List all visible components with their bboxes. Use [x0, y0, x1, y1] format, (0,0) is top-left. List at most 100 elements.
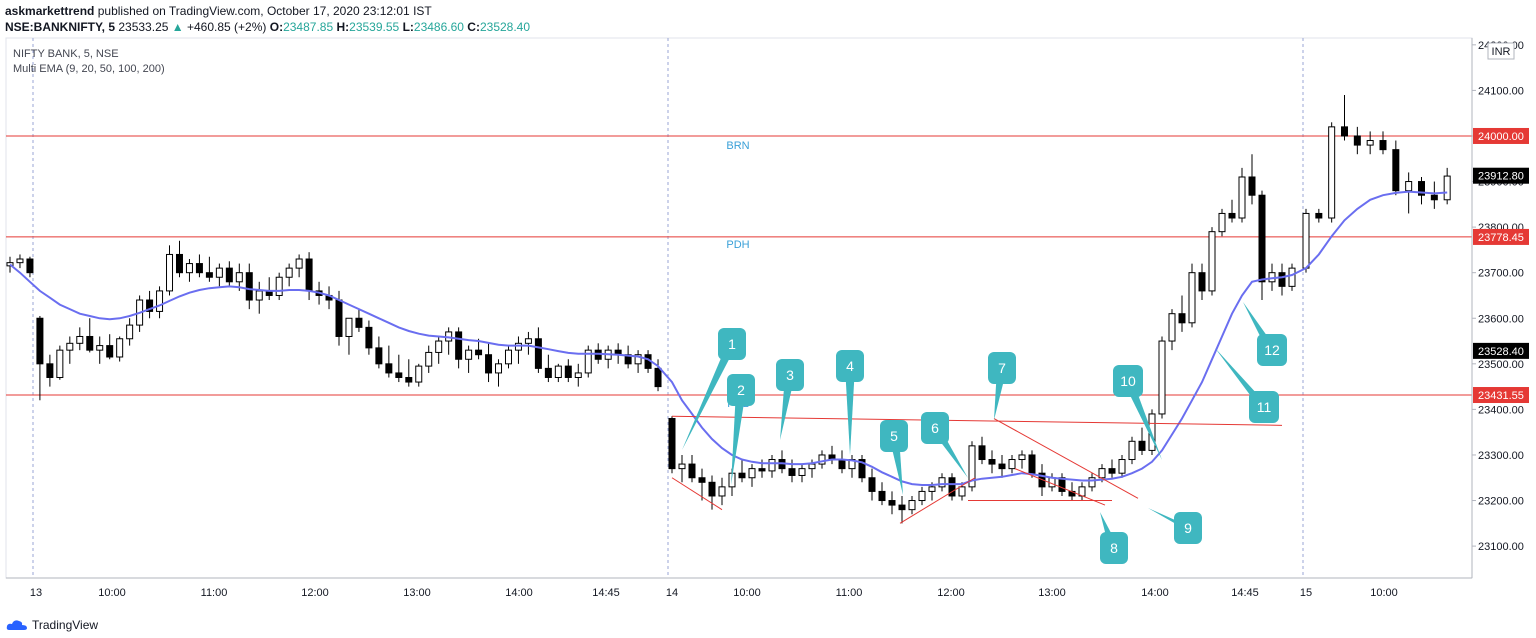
- candle-body[interactable]: [1341, 126, 1348, 137]
- candle-body[interactable]: [1379, 140, 1387, 151]
- candle-body[interactable]: [495, 363, 503, 374]
- candle-body[interactable]: [106, 345, 114, 358]
- candle-body[interactable]: [96, 345, 104, 351]
- candle-body[interactable]: [66, 342, 74, 351]
- callout-box[interactable]: [921, 412, 949, 444]
- candle-body[interactable]: [668, 418, 676, 470]
- callout-box[interactable]: [988, 352, 1016, 384]
- candle-body[interactable]: [634, 354, 642, 365]
- candle-body[interactable]: [928, 486, 936, 492]
- candle-body[interactable]: [1018, 454, 1026, 461]
- candle-body[interactable]: [678, 463, 686, 470]
- candle-body[interactable]: [305, 258, 313, 292]
- candle-body[interactable]: [938, 477, 946, 488]
- candle-body[interactable]: [126, 324, 134, 340]
- candle-body[interactable]: [1258, 194, 1266, 283]
- candle-body[interactable]: [514, 342, 522, 351]
- candle-body[interactable]: [46, 363, 54, 378]
- candle-body[interactable]: [688, 463, 696, 479]
- candle-body[interactable]: [16, 258, 24, 264]
- trendline[interactable]: [993, 418, 1139, 499]
- candle-body[interactable]: [768, 459, 776, 472]
- candle-body[interactable]: [808, 463, 816, 470]
- candle-body[interactable]: [698, 477, 706, 483]
- candle-body[interactable]: [1430, 194, 1438, 201]
- candle-body[interactable]: [1138, 440, 1146, 451]
- candle-body[interactable]: [948, 477, 956, 497]
- candle-body[interactable]: [654, 367, 662, 388]
- candle-body[interactable]: [1128, 440, 1136, 461]
- candle-body[interactable]: [225, 267, 233, 283]
- candle-body[interactable]: [1088, 477, 1096, 488]
- candle-body[interactable]: [1238, 176, 1246, 219]
- candle-body[interactable]: [255, 290, 263, 301]
- candle-body[interactable]: [1228, 212, 1236, 219]
- candle-body[interactable]: [1198, 272, 1206, 292]
- candle-body[interactable]: [1188, 272, 1196, 324]
- candle-body[interactable]: [554, 365, 562, 378]
- candle-body[interactable]: [1353, 135, 1361, 146]
- candle-body[interactable]: [385, 363, 393, 374]
- candle-body[interactable]: [76, 335, 84, 344]
- candle-body[interactable]: [1302, 212, 1310, 269]
- candle-body[interactable]: [1178, 313, 1186, 324]
- callout-box[interactable]: [1249, 391, 1279, 423]
- candle-body[interactable]: [534, 338, 542, 369]
- candle-body[interactable]: [978, 445, 986, 461]
- candle-body[interactable]: [574, 372, 582, 378]
- callout-box[interactable]: [1257, 334, 1287, 366]
- candle-body[interactable]: [1208, 231, 1216, 292]
- candle-body[interactable]: [968, 445, 976, 488]
- trendline[interactable]: [899, 477, 976, 524]
- candle-body[interactable]: [1098, 468, 1106, 479]
- currency-box[interactable]: [1487, 42, 1515, 60]
- candle-body[interactable]: [748, 468, 756, 479]
- callout-box[interactable]: [1113, 365, 1143, 397]
- candle-body[interactable]: [1028, 454, 1036, 474]
- callout-box[interactable]: [1174, 512, 1202, 544]
- candle-body[interactable]: [708, 481, 716, 497]
- candle-body[interactable]: [1288, 267, 1296, 287]
- trendline[interactable]: [671, 477, 723, 511]
- candle-body[interactable]: [185, 263, 193, 274]
- candle-body[interactable]: [485, 354, 493, 374]
- candle-body[interactable]: [425, 351, 433, 367]
- candle-body[interactable]: [718, 486, 726, 497]
- candle-body[interactable]: [1168, 313, 1176, 342]
- candle-body[interactable]: [215, 267, 223, 278]
- candle-body[interactable]: [455, 331, 463, 360]
- candle-body[interactable]: [898, 504, 906, 511]
- trendline[interactable]: [671, 415, 1283, 426]
- candle-body[interactable]: [1366, 140, 1374, 146]
- candle-body[interactable]: [838, 459, 846, 470]
- trendline[interactable]: [1014, 468, 1106, 506]
- callout-box[interactable]: [718, 328, 746, 360]
- callout-box[interactable]: [727, 374, 755, 406]
- candle-body[interactable]: [375, 347, 383, 365]
- candle-body[interactable]: [146, 299, 154, 312]
- candle-body[interactable]: [26, 258, 34, 274]
- candle-body[interactable]: [1278, 272, 1286, 287]
- candle-body[interactable]: [1008, 459, 1016, 470]
- candle-body[interactable]: [918, 490, 926, 502]
- candle-body[interactable]: [195, 263, 203, 274]
- candle-body[interactable]: [858, 459, 866, 479]
- candle-body[interactable]: [345, 317, 353, 337]
- candle-body[interactable]: [524, 338, 532, 344]
- candle-body[interactable]: [868, 477, 876, 492]
- callout-box[interactable]: [880, 420, 908, 452]
- candle-body[interactable]: [285, 267, 293, 278]
- candle-body[interactable]: [1418, 181, 1425, 196]
- candle-body[interactable]: [888, 500, 896, 506]
- candle-body[interactable]: [6, 262, 14, 267]
- candle-body[interactable]: [475, 349, 483, 356]
- candle-body[interactable]: [1158, 340, 1166, 415]
- plot-area[interactable]: [5, 37, 1473, 579]
- candle-body[interactable]: [435, 340, 443, 353]
- candle-body[interactable]: [235, 272, 243, 283]
- candle-body[interactable]: [738, 472, 746, 479]
- candle-body[interactable]: [36, 317, 44, 365]
- legend-indicator[interactable]: Multi EMA (9, 20, 50, 100, 200): [13, 63, 165, 75]
- candle-body[interactable]: [415, 365, 423, 383]
